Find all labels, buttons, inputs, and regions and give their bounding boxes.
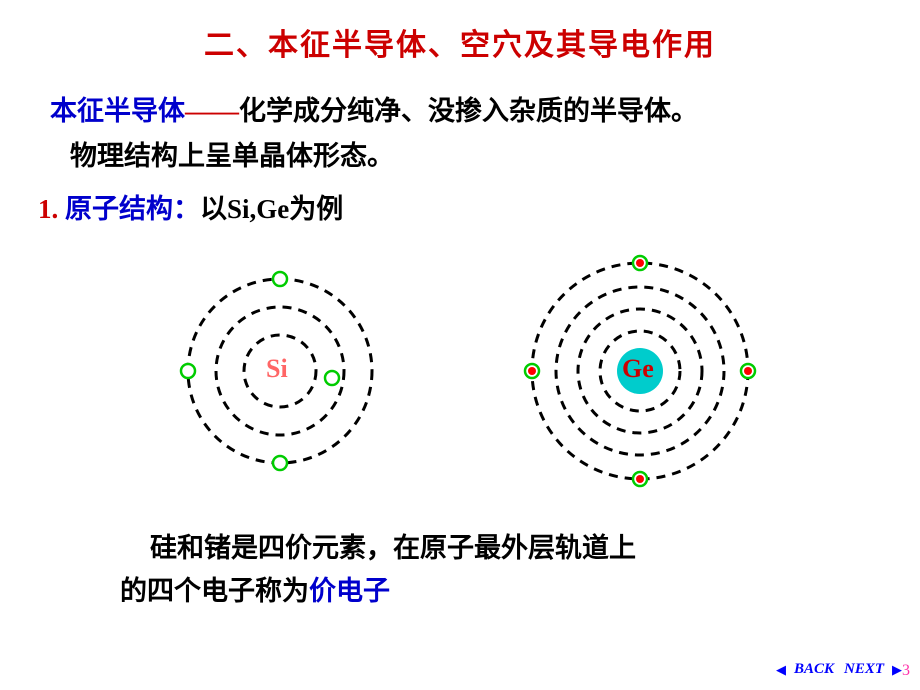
dash: —— [185,96,239,126]
germanium-label: Ge [622,354,654,384]
intro-line-2-text: 物理结构上呈单晶体形态。 [70,141,394,171]
intro-line-1: 本征半导体——化学成分纯净、没掺入杂质的半导体。 [50,89,920,128]
atom-svg [0,226,920,516]
section-1-heading: 1. 原子结构：以Si,Ge为例 [38,187,920,226]
section-rest: 以Si,Ge为例 [200,194,343,224]
valence-term: 价电子 [309,576,390,606]
section-label: 原子结构： [65,194,200,224]
slide-title: 二、本征半导体、空穴及其导电作用 [0,0,920,64]
section-num: 1. [38,194,58,224]
conclusion-1-text: 硅和锗是四价元素，在原子最外层轨道上 [150,533,636,563]
conclusion-line-2: 的四个电子称为价电子 [120,569,920,608]
intro-rest: 化学成分纯净、没掺入杂质的半导体。 [239,96,698,126]
next-button[interactable]: NEXT [842,661,886,678]
intro-line-2: 物理结构上呈单晶体形态。 [70,134,920,173]
nav-bar: ◀ BACK NEXT ▶ [776,661,902,678]
next-arrow-icon[interactable]: ▶ [892,662,902,678]
back-button[interactable]: BACK [792,661,836,678]
silicon-label: Si [266,354,288,384]
page-number: 3 [902,662,910,680]
conclusion-2a: 的四个电子称为 [120,576,309,606]
title-text: 二、本征半导体、空穴及其导电作用 [204,29,716,62]
conclusion-line-1: 硅和锗是四价元素，在原子最外层轨道上 [150,526,920,565]
back-arrow-icon[interactable]: ◀ [776,662,786,678]
atom-diagrams: Si Ge [0,226,920,516]
term-intrinsic: 本征半导体 [50,96,185,126]
